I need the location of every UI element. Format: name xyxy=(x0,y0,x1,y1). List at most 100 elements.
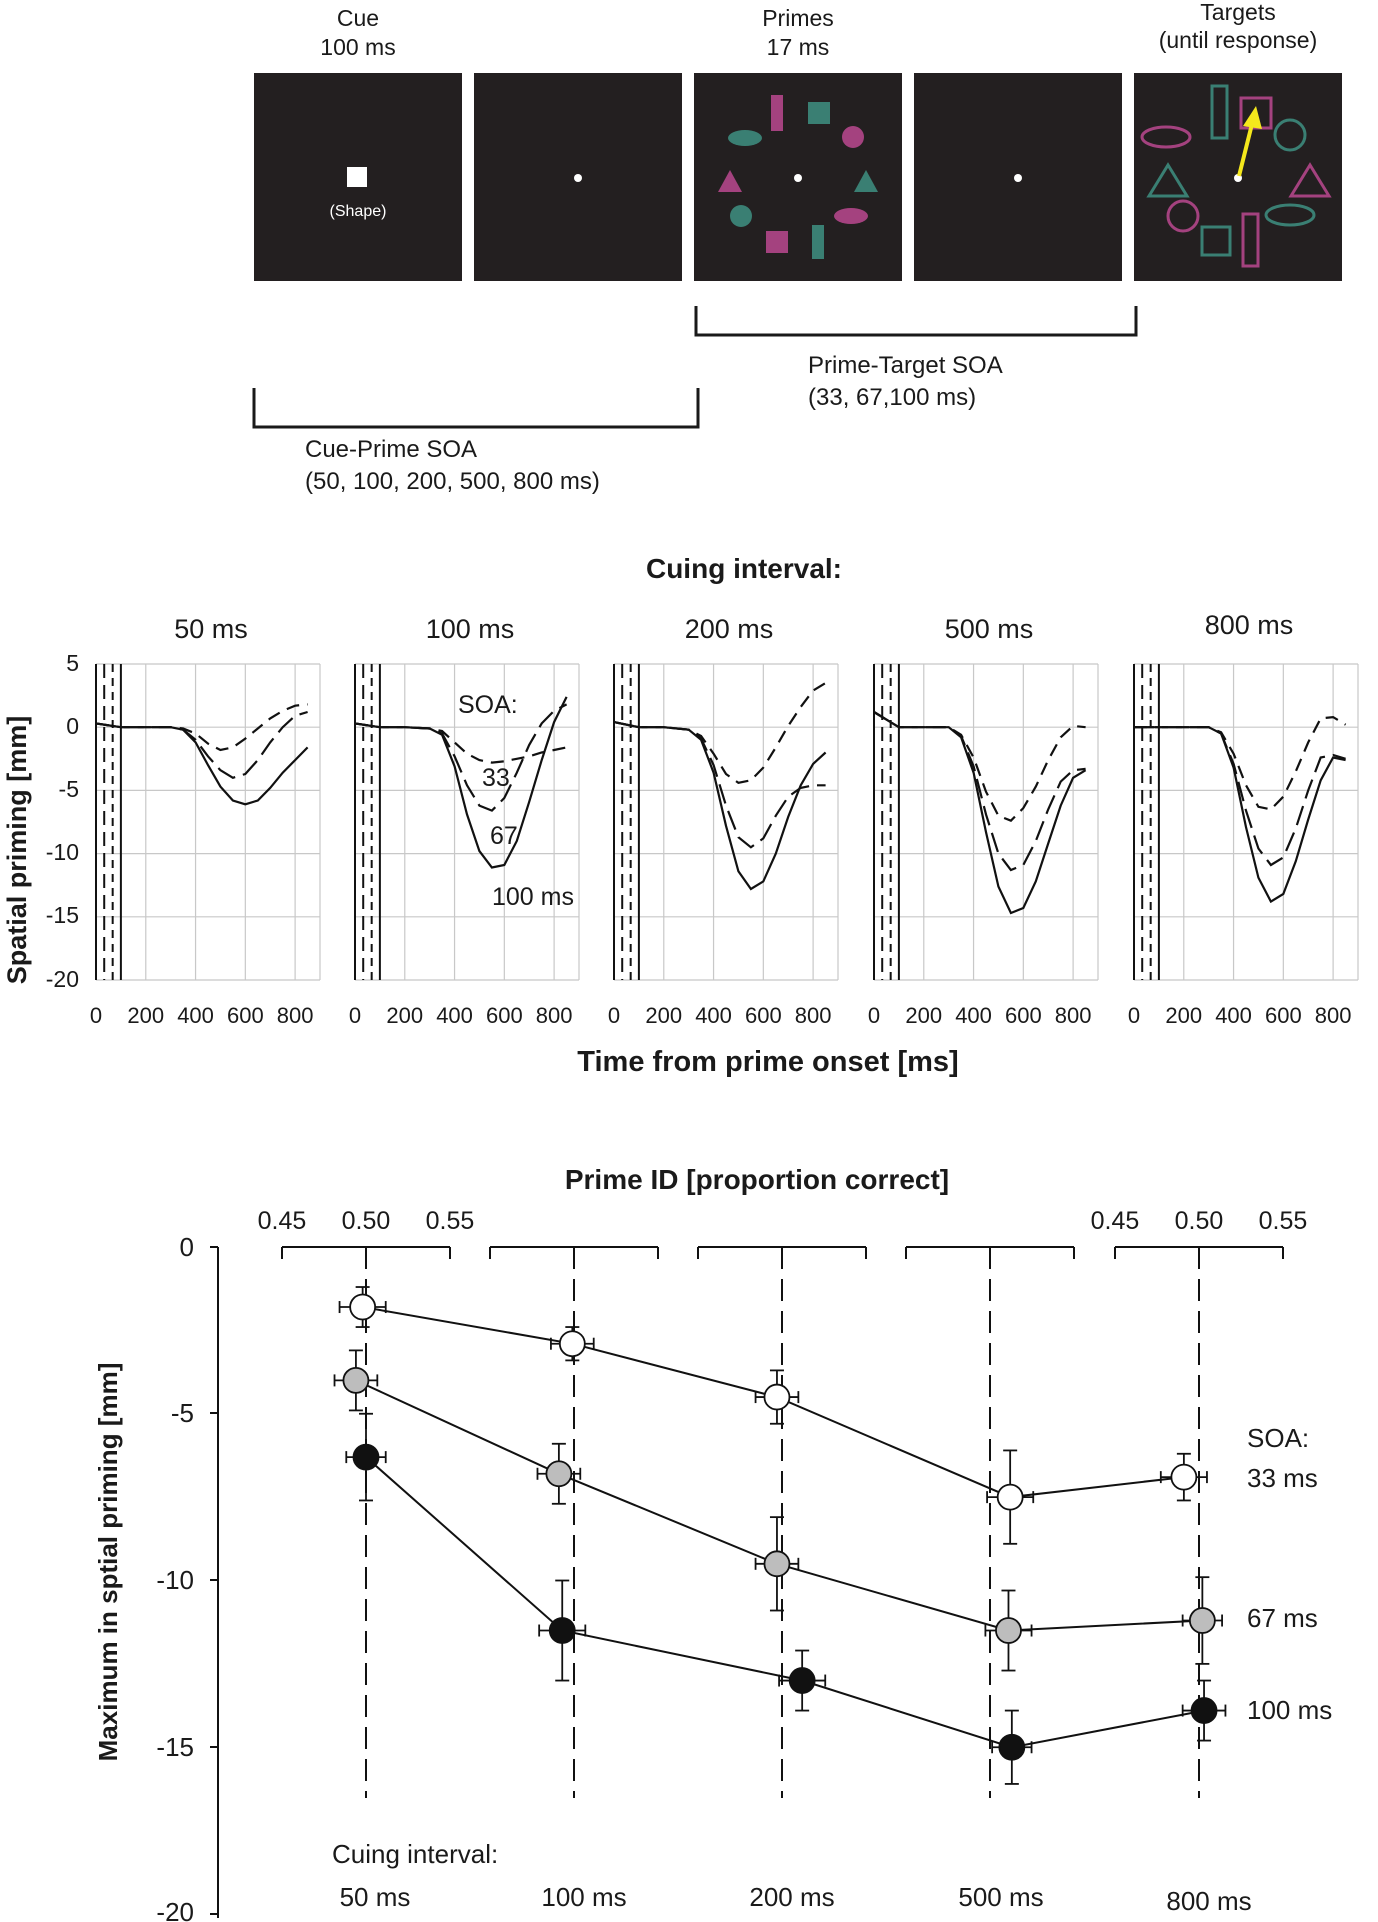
prime-bar-shape xyxy=(812,225,824,259)
curve-label-33: 33 xyxy=(482,764,510,792)
prime-id-tick: 0.50 xyxy=(1175,1207,1224,1235)
panel-b-x-axis-label: Time from prime onset [ms] xyxy=(577,1046,958,1078)
target-ellipse-shape xyxy=(1264,203,1316,227)
cuing-value-500ms: 500 ms xyxy=(958,1882,1043,1912)
data-point-soa-67ms xyxy=(1188,1607,1216,1634)
cuing-value-800ms: 800 ms xyxy=(1166,1886,1251,1916)
x-tick: 600 xyxy=(227,1003,264,1028)
cue-prime-soa-bracket xyxy=(252,388,700,429)
prime-id-tick: 0.45 xyxy=(258,1207,307,1235)
target-triangle-shape xyxy=(1288,162,1332,198)
target-square-shape xyxy=(1200,225,1232,257)
curve-label-67: 67 xyxy=(490,822,518,850)
series-label-67ms: 67 ms xyxy=(1247,1603,1318,1633)
subplot-title: 800 ms xyxy=(1205,610,1294,640)
curve-soa-33 xyxy=(1134,715,1347,811)
curve-soa-100 xyxy=(354,696,568,869)
panel-b-y-tick: 0 xyxy=(66,713,79,739)
x-tick: 600 xyxy=(1265,1003,1302,1028)
data-point-soa-33ms xyxy=(349,1293,377,1321)
subplot-refs xyxy=(621,664,640,980)
cue-square-shape xyxy=(347,167,367,187)
prime-ellipse-shape xyxy=(834,208,868,224)
panel-b-y-tick: -15 xyxy=(46,902,79,928)
x-tick: 0 xyxy=(868,1003,880,1028)
x-tick: 400 xyxy=(955,1003,992,1028)
target-triangle-shape xyxy=(1146,162,1190,198)
prime-target-soa-bracket xyxy=(694,306,1138,337)
data-point-soa-33ms xyxy=(1170,1463,1198,1491)
cuing-value-50ms: 50 ms xyxy=(340,1882,411,1912)
x-tick: 600 xyxy=(1005,1003,1042,1028)
x-tick: 800 xyxy=(1315,1003,1352,1028)
fixation-dot xyxy=(574,174,582,182)
curve-soa-100 xyxy=(613,721,827,891)
prime-square-shape xyxy=(766,231,788,253)
subplot-500ms: 500 ms 0 200 400 600 800 xyxy=(868,614,1099,1028)
subplot-800ms: 800 ms 0 200 400 600 800 xyxy=(1128,610,1359,1028)
panel-c-y-tick: -10 xyxy=(156,1565,194,1595)
subplot-grid xyxy=(96,663,321,981)
subplot-title: 50 ms xyxy=(174,614,248,644)
x-tick: 600 xyxy=(486,1003,523,1028)
panel-b-title: Cuing interval: xyxy=(646,553,842,584)
panel-c-y-tick: -20 xyxy=(156,1897,194,1922)
target-bar-shape xyxy=(1210,84,1229,140)
data-point-soa-100ms xyxy=(548,1617,576,1644)
x-tick: 800 xyxy=(277,1003,314,1028)
x-tick: 200 xyxy=(386,1003,423,1028)
x-tick: 200 xyxy=(1165,1003,1202,1028)
curve-soa-100 xyxy=(873,711,1087,915)
subplot-50ms: 50 ms 0 200 400 600 800 xyxy=(90,614,321,1028)
data-point-soa-33ms xyxy=(996,1483,1024,1511)
x-tick: 600 xyxy=(745,1003,782,1028)
priming-timecourse-panel: Cuing interval: Spatial priming [mm] Tim… xyxy=(2,553,1359,1078)
subplot-title: 200 ms xyxy=(685,614,774,644)
x-tick: 200 xyxy=(905,1003,942,1028)
frame5-title-line1: Targets xyxy=(1200,0,1275,25)
series-line-67ms xyxy=(355,1379,1203,1632)
prime-target-soa-label-line1: Prime-Target SOA xyxy=(808,352,1003,379)
target-circle-shape xyxy=(1273,118,1307,152)
subplots: 50 ms 0 200 400 600 800 100 ms 0 200 400… xyxy=(90,610,1359,1028)
trial-sequence-panel: Cue 100 ms Primes 17 ms Targets (until r… xyxy=(252,0,1342,495)
soa-header-label: SOA: xyxy=(1247,1423,1309,1453)
subplot-200ms: 200 ms 0 200 400 600 800 xyxy=(608,614,839,1028)
subplot-grid xyxy=(355,663,580,981)
subplot-refs xyxy=(881,664,900,980)
frame3-title-line2: 17 ms xyxy=(767,34,830,60)
cuing-value-200ms: 200 ms xyxy=(749,1882,834,1912)
x-tick: 0 xyxy=(1128,1003,1140,1028)
data-point-soa-100ms xyxy=(352,1443,380,1471)
x-tick: 400 xyxy=(1215,1003,1252,1028)
panel-b-y-axis-label: Spatial priming [mm] xyxy=(2,716,32,985)
series-label-100ms: 100 ms xyxy=(1247,1695,1332,1725)
prime-id-tick: 0.50 xyxy=(342,1207,391,1235)
subplot-refs xyxy=(103,664,122,980)
subplot-grid xyxy=(874,663,1099,981)
panel-c-y-tick: 0 xyxy=(180,1232,194,1262)
curve-soa-100 xyxy=(1134,726,1346,904)
cue-prime-soa-label-line2: (50, 100, 200, 500, 800 ms) xyxy=(305,468,600,495)
prime-id-group-axes xyxy=(281,1246,1284,1798)
prime-square-shape xyxy=(808,102,830,124)
x-tick: 800 xyxy=(795,1003,832,1028)
curve-soa-33 xyxy=(873,711,1086,822)
frame1-title-line1: Cue xyxy=(337,5,379,31)
panel-b-y-tick: -10 xyxy=(46,839,79,865)
x-tick: 400 xyxy=(177,1003,214,1028)
soa-header-label: SOA: xyxy=(458,691,518,719)
cue-prime-soa-label-line1: Cue-Prime SOA xyxy=(305,436,477,463)
subplot-refs xyxy=(1141,664,1160,980)
target-bar-shape xyxy=(1241,212,1260,268)
x-tick: 0 xyxy=(608,1003,620,1028)
x-tick: 200 xyxy=(645,1003,682,1028)
target-ellipse-shape xyxy=(1140,125,1192,149)
panel-c-y-tick: -15 xyxy=(156,1732,194,1762)
cuing-value-100ms: 100 ms xyxy=(541,1882,626,1912)
panel-c-y-tick: -5 xyxy=(171,1398,194,1428)
x-tick: 400 xyxy=(695,1003,732,1028)
x-tick: 800 xyxy=(1055,1003,1092,1028)
subplot-grid xyxy=(1134,663,1359,981)
subplot-title: 100 ms xyxy=(426,614,515,644)
